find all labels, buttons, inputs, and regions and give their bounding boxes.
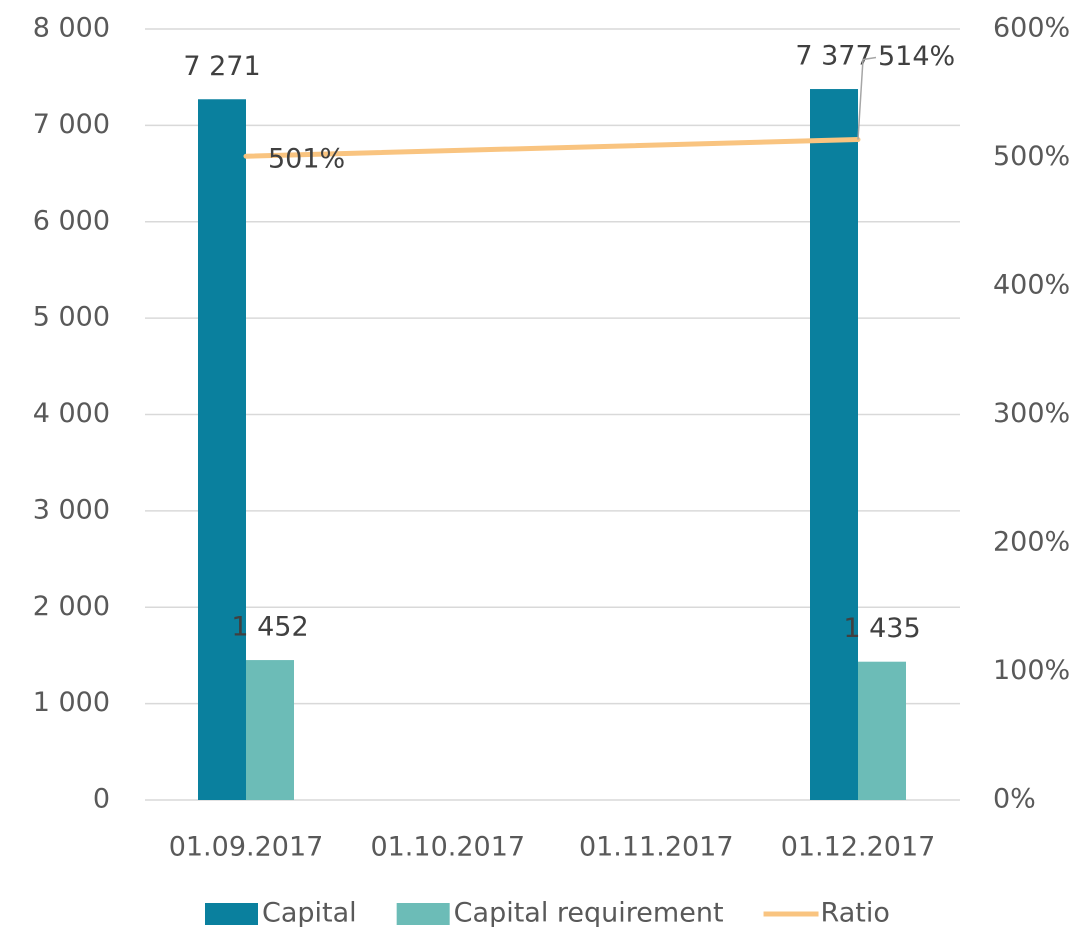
legend-label: Capital requirement [454,898,724,929]
y-tick-label: 3 000 [33,494,110,525]
legend-swatch [205,903,258,925]
data-label: 1 435 [843,613,920,644]
y-tick-label: 8 000 [33,13,110,44]
y2-tick-label: 400% [993,270,1070,301]
y2-tick-label: 0% [993,784,1036,815]
y-tick-label: 0 [93,784,110,815]
data-label: 514% [878,41,955,72]
bar [858,661,906,800]
x-tick-label: 01.09.2017 [169,832,324,863]
y2-tick-label: 300% [993,398,1070,429]
legend-swatch [396,903,450,925]
y-tick-label: 1 000 [33,687,110,718]
y2-tick-label: 500% [993,141,1070,172]
y-tick-label: 5 000 [33,302,110,333]
y2-tick-label: 600% [993,13,1070,44]
y2-tick-label: 100% [993,655,1070,686]
y2-tick-label: 200% [993,527,1070,558]
y-tick-label: 2 000 [33,591,110,622]
y-tick-label: 6 000 [33,205,110,236]
data-label: 7 271 [183,51,260,82]
bar [810,89,858,800]
data-label: 1 452 [231,612,308,643]
legend-label: Capital [262,898,357,929]
ratio-line [243,137,861,159]
y-tick-label: 7 000 [33,109,110,140]
data-label: 501% [268,144,345,175]
y-tick-label: 4 000 [33,398,110,429]
legend-label: Ratio [821,898,890,929]
x-tick-label: 01.10.2017 [370,832,525,863]
x-tick-label: 01.12.2017 [781,832,936,863]
data-label: 7 377 [795,41,872,72]
bar [198,99,246,800]
bar [246,660,294,800]
x-tick-label: 01.11.2017 [579,832,734,863]
leader-line [857,56,877,140]
